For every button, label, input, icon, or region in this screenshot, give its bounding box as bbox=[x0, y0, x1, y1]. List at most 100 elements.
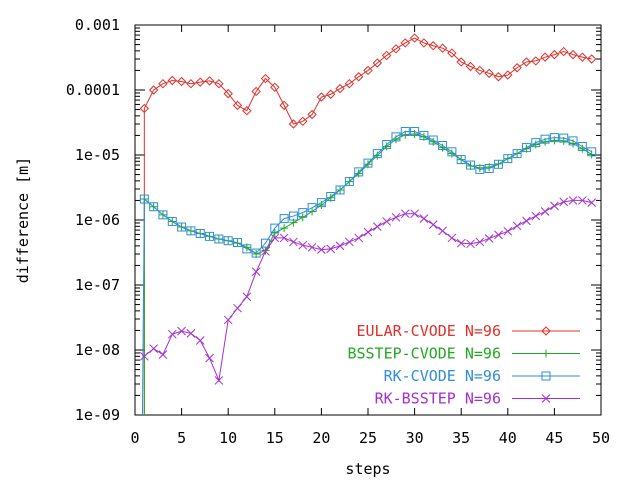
data-point-marker bbox=[260, 73, 271, 84]
x-tick-label: 5 bbox=[177, 429, 186, 447]
legend-marker bbox=[541, 371, 551, 381]
data-point-marker bbox=[167, 216, 177, 226]
y-tick-label: 1e-09 bbox=[75, 406, 120, 424]
data-point-marker bbox=[391, 44, 401, 54]
data-point-marker bbox=[363, 158, 373, 168]
data-point-marker bbox=[298, 116, 308, 127]
data-point-marker bbox=[419, 214, 429, 223]
data-point-marker bbox=[410, 209, 419, 219]
legend-label: EULAR-CVODE N=96 bbox=[357, 322, 502, 340]
data-point-marker bbox=[354, 167, 364, 177]
data-point-marker bbox=[186, 226, 196, 236]
data-point-marker bbox=[475, 65, 485, 76]
data-point-marker bbox=[549, 49, 560, 60]
data-point-marker bbox=[531, 211, 541, 221]
x-axis-title: steps bbox=[345, 460, 390, 478]
series-line bbox=[143, 37, 592, 415]
data-point-marker bbox=[391, 212, 401, 222]
data-point-marker bbox=[177, 222, 187, 232]
data-point-marker bbox=[568, 49, 578, 60]
data-point-marker bbox=[251, 248, 261, 258]
data-point-marker bbox=[568, 136, 578, 146]
data-point-marker bbox=[466, 160, 476, 170]
legend: EULAR-CVODE N=96 BSSTEP-CVODE N=96 RK-CVOD… bbox=[347, 322, 580, 408]
data-point-marker bbox=[158, 350, 168, 359]
x-tick-label: 15 bbox=[266, 429, 284, 447]
data-point-marker bbox=[437, 43, 448, 53]
data-point-marker bbox=[345, 237, 354, 247]
data-point-marker bbox=[279, 233, 289, 243]
data-point-marker bbox=[428, 41, 438, 51]
data-point-marker bbox=[372, 58, 383, 68]
series-2 bbox=[139, 126, 597, 416]
data-point-marker bbox=[438, 226, 447, 236]
data-point-marker bbox=[251, 267, 261, 277]
data-point-marker bbox=[522, 216, 531, 226]
x-tick-label: 20 bbox=[312, 429, 330, 447]
data-point-marker bbox=[335, 241, 345, 251]
data-point-marker bbox=[540, 207, 550, 216]
data-point-marker bbox=[549, 133, 559, 143]
data-point-marker bbox=[400, 38, 410, 48]
data-point-marker bbox=[167, 329, 177, 339]
data-point-marker bbox=[587, 198, 597, 207]
data-point-marker bbox=[232, 100, 243, 111]
y-tick-label: 0.001 bbox=[75, 16, 120, 34]
data-point-marker bbox=[428, 220, 438, 229]
data-point-marker bbox=[559, 133, 569, 143]
data-point-marker bbox=[204, 76, 215, 86]
data-point-marker bbox=[148, 85, 159, 95]
data-point-marker bbox=[177, 326, 186, 336]
data-point-marker bbox=[372, 149, 382, 159]
data-point-marker bbox=[400, 126, 410, 136]
data-point-marker bbox=[577, 142, 587, 152]
data-point-marker bbox=[214, 376, 224, 385]
y-tick-label: 1e-05 bbox=[75, 146, 120, 164]
data-point-marker bbox=[559, 197, 569, 207]
data-point-marker bbox=[149, 344, 158, 353]
data-point-marker bbox=[512, 63, 522, 73]
data-point-marker bbox=[540, 134, 550, 144]
data-point-marker bbox=[176, 76, 187, 87]
data-point-marker bbox=[316, 198, 326, 208]
data-point-marker bbox=[419, 130, 429, 140]
data-point-marker bbox=[307, 203, 317, 213]
data-point-marker bbox=[344, 78, 355, 89]
data-point-marker bbox=[158, 210, 168, 220]
data-point-marker bbox=[456, 57, 466, 67]
data-point-marker bbox=[214, 78, 224, 89]
data-point-marker bbox=[242, 292, 252, 302]
series-layer bbox=[139, 33, 597, 416]
data-point-marker bbox=[475, 164, 485, 174]
data-point-marker bbox=[214, 234, 224, 244]
data-point-marker bbox=[279, 100, 289, 111]
data-point-marker bbox=[531, 138, 541, 148]
data-point-marker bbox=[447, 147, 457, 157]
data-point-marker bbox=[587, 147, 597, 157]
data-point-marker bbox=[409, 33, 420, 43]
data-point-marker bbox=[419, 38, 429, 48]
data-point-marker bbox=[223, 88, 233, 99]
data-point-marker bbox=[484, 163, 494, 173]
data-point-marker bbox=[578, 144, 587, 153]
data-point-marker bbox=[512, 149, 522, 159]
data-point-marker bbox=[475, 237, 485, 247]
data-point-marker bbox=[205, 353, 214, 363]
data-point-marker bbox=[503, 70, 513, 80]
data-point-marker bbox=[298, 240, 308, 250]
data-point-marker bbox=[363, 65, 373, 76]
y-axis-title: difference [m] bbox=[14, 157, 32, 283]
data-point-marker bbox=[577, 52, 588, 62]
data-point-marker bbox=[195, 336, 205, 345]
data-point-marker bbox=[260, 238, 270, 248]
data-point-marker bbox=[400, 209, 410, 219]
data-point-marker bbox=[289, 237, 298, 247]
data-point-marker bbox=[447, 48, 457, 58]
data-point-marker bbox=[307, 109, 317, 120]
data-point-marker bbox=[288, 119, 299, 129]
data-point-marker bbox=[233, 238, 243, 248]
data-point-marker bbox=[493, 159, 503, 169]
data-point-marker bbox=[139, 103, 150, 114]
data-point-marker bbox=[316, 92, 327, 102]
data-point-marker bbox=[484, 234, 494, 243]
